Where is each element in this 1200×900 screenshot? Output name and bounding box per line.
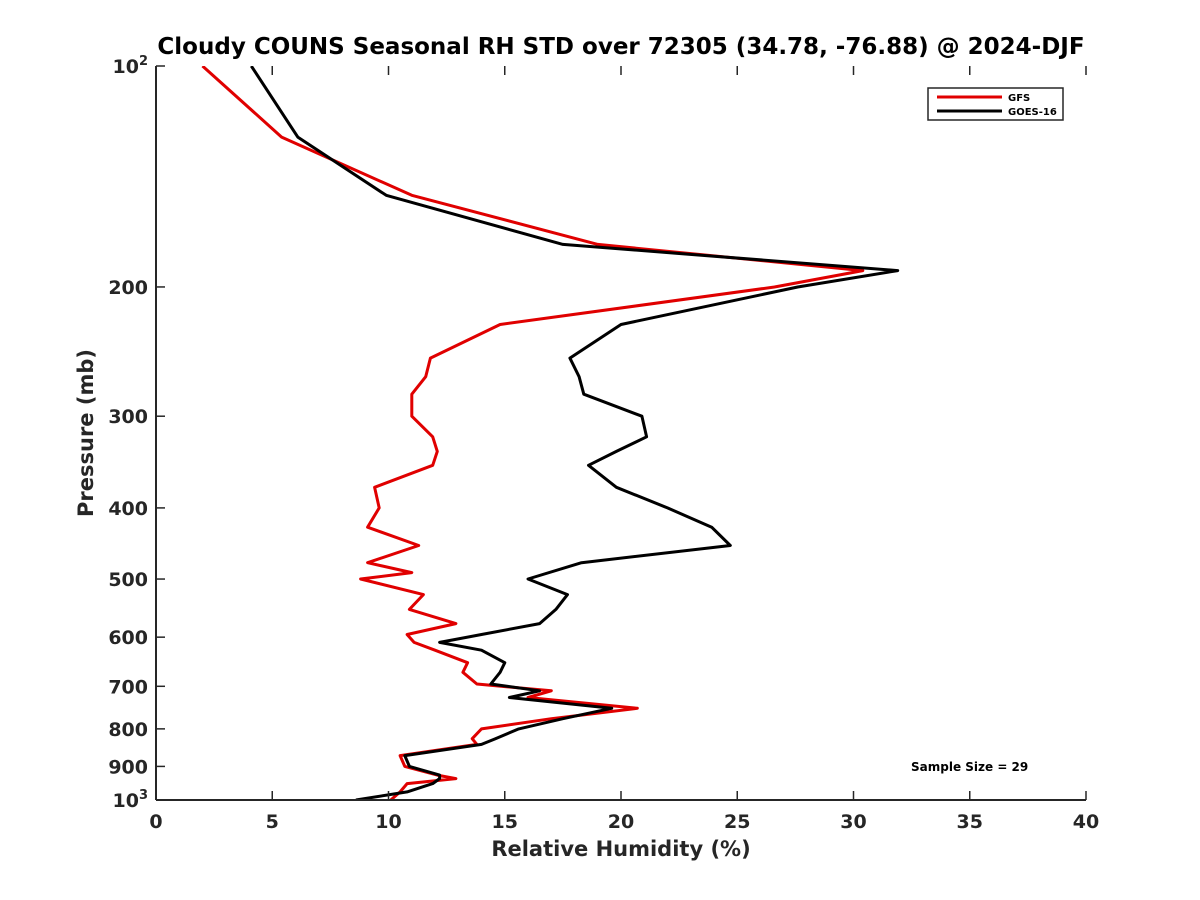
y-tick-label-text: 400 (108, 498, 148, 520)
legend-label-goes-16: GOES-16 (1008, 107, 1057, 118)
x-ticks: 0 5 10 15 20 25 30 35 40 (149, 66, 1099, 833)
legend-label-gfs: GFS (1008, 93, 1030, 104)
x-tick-label: 5 (266, 811, 279, 833)
y-tick-label-text: 300 (108, 406, 148, 428)
y-tick-label: 400 (108, 498, 148, 520)
y-tick-label-exponent: 3 (139, 788, 148, 803)
series-line-goes-16 (250, 66, 900, 800)
y-tick-label-text: 900 (108, 756, 148, 778)
y-tick-label-text: 10 (113, 56, 139, 78)
x-tick-label: 30 (840, 811, 866, 833)
x-tick-label: 0 (149, 811, 162, 833)
x-axis-label: Relative Humidity (%) (491, 837, 750, 861)
legend: GFS GOES-16 (927, 87, 1064, 121)
axes (155, 66, 1086, 801)
y-tick-label: 800 (108, 719, 148, 741)
y-tick-label: 102 (113, 54, 149, 78)
y-tick-label: 200 (108, 277, 148, 299)
plot-area (201, 66, 900, 800)
y-tick-label-text: 10 (113, 790, 139, 812)
y-tick-label-text: 500 (108, 569, 148, 591)
legend-box (927, 87, 1064, 121)
y-tick-label-text: 600 (108, 627, 148, 649)
y-tick-label: 500 (108, 569, 148, 591)
y-tick-label-text: 200 (108, 277, 148, 299)
x-tick-label: 25 (724, 811, 750, 833)
y-axis-label: Pressure (mb) (74, 349, 98, 517)
x-tick-label: 35 (957, 811, 983, 833)
y-tick-label-text: 800 (108, 719, 148, 741)
x-tick-label: 10 (375, 811, 401, 833)
x-tick-label: 20 (608, 811, 634, 833)
x-tick-label: 40 (1073, 811, 1099, 833)
chart-title: Cloudy COUNS Seasonal RH STD over 72305 … (157, 34, 1084, 60)
y-tick-label: 300 (108, 406, 148, 428)
y-tick-label: 600 (108, 627, 148, 649)
y-tick-label: 103 (113, 788, 149, 812)
y-tick-label-exponent: 2 (139, 54, 148, 69)
x-tick-label: 15 (492, 811, 518, 833)
y-tick-label-text: 700 (108, 676, 148, 698)
series-line-gfs (201, 66, 865, 800)
sample-size-annotation: Sample Size = 29 (911, 760, 1028, 774)
y-tick-label: 700 (108, 676, 148, 698)
y-tick-label: 900 (108, 756, 148, 778)
